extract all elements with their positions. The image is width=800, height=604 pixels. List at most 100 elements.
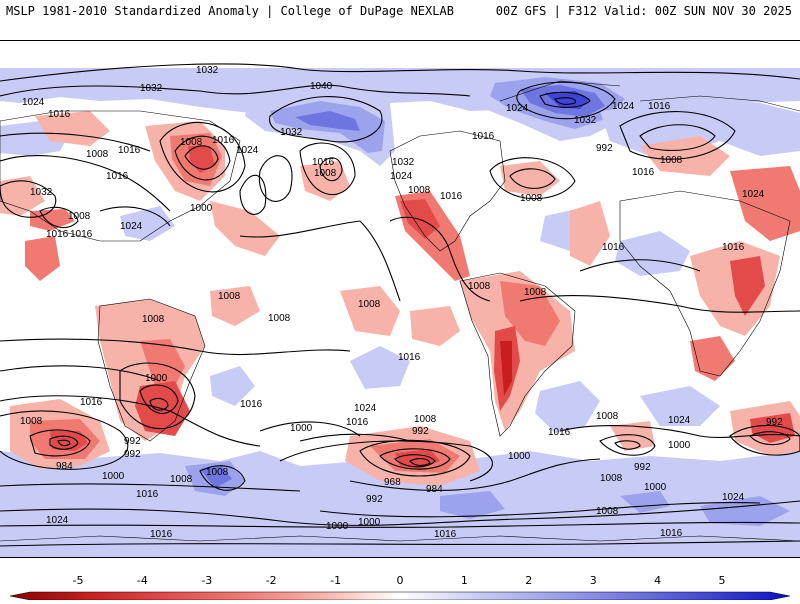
colorbar-tick-label: 5 [719,574,726,587]
isobar-label: 1016 [632,167,655,178]
isobar-label: 1016 [722,242,745,253]
isobar-label: 1008 [218,291,241,302]
isobar-label: 1040 [310,81,333,92]
isobar-label: 1008 [600,473,623,484]
isobar-label: 1000 [358,517,381,528]
isobar-label: 1016 [398,352,421,363]
isobar-label: 1008 [596,506,619,517]
isobar-label: 1016 [136,489,159,500]
isobar-label: 1024 [22,97,45,108]
isobar-label: 1008 [206,467,229,478]
isobar-label: 1024 [722,492,745,503]
isobar-label: 1008 [180,137,203,148]
isobar-label: 1032 [574,115,597,126]
isobar-label: 1016 [648,101,671,112]
isobar-label: 1008 [468,281,491,292]
isobar-label: 1032 [196,65,219,76]
isobar-label: 1024 [236,145,259,156]
isobar-label: 1008 [170,474,193,485]
isobar-label: 992 [412,426,429,437]
isobar-label: 1016 [602,242,625,253]
isobar-label: 992 [124,436,141,447]
colorbar-tick-label: -2 [266,574,277,587]
anomaly-map: 1032 1032 1024 1016 1040 1032 1024 1032 … [0,40,800,558]
isobar-label: 1024 [390,171,413,182]
isobar-label: 1008 [660,155,683,166]
isobar-label: 1008 [596,411,619,422]
isobar-label: 1016 [46,229,69,240]
isobar-label: 1016 [70,229,93,240]
isobar-label: 1016 [346,417,369,428]
colorbar-tick-label: 3 [590,574,597,587]
colorbar-tick-label: -5 [73,574,84,587]
isobar-label: 1016 [660,528,683,539]
colorbar-ticks: -5 -4 -3 -2 -1 0 1 2 3 4 5 [73,574,726,587]
isobar-label: 1016 [48,109,71,120]
isobar-label: 1016 [80,397,103,408]
isobar-label: 1024 [668,415,691,426]
isobar-contours [0,63,800,547]
isobar-label: 1016 [240,399,263,410]
isobar-label: 1008 [68,211,91,222]
isobar-label: 1008 [524,287,547,298]
isobar-label: 968 [384,477,401,488]
coastlines [0,80,800,542]
isobar-label: 992 [766,417,783,428]
isobar-label: 1016 [212,135,235,146]
map-canvas: 1032 1032 1024 1016 1040 1032 1024 1032 … [0,63,800,557]
isobar-label: 1016 [472,131,495,142]
isobar-label: 992 [634,462,651,473]
isobar-label: 1000 [145,373,168,384]
isobar-label: 1016 [106,171,129,182]
isobar-label: 992 [366,494,383,505]
isobar-label: 1008 [314,168,337,179]
isobar-label: 984 [56,461,73,472]
isobar-label: 1032 [392,157,415,168]
isobar-label: 1008 [414,414,437,425]
isobar-label: 984 [426,484,443,495]
colorbar-tick-label: 2 [525,574,532,587]
isobar-label: 1008 [268,313,291,324]
colorbar-gradient [9,591,791,601]
isobar-label: 1016 [434,529,457,540]
isobar-label: 1008 [408,185,431,196]
colorbar-tick-label: 4 [654,574,661,587]
colorbar: -5 -4 -3 -2 -1 0 1 2 3 4 5 [0,560,800,601]
colorbar-tick-label: -1 [330,574,341,587]
map-title: MSLP 1981-2010 Standardized Anomaly | Co… [6,4,454,18]
isobar-label: 1016 [440,191,463,202]
isobar-label: 1008 [358,299,381,310]
isobar-label: 1016 [548,427,571,438]
isobar-label: 1016 [312,157,335,168]
colorbar-tick-label: 1 [461,574,468,587]
isobar-label: 1008 [520,193,543,204]
colorbar-tick-label: -3 [201,574,212,587]
isobar-label: 1000 [326,521,349,532]
isobar-label: 1024 [120,221,143,232]
isobar-label: 1016 [118,145,141,156]
isobar-label: 1024 [46,515,69,526]
positive-anomaly-fill [0,68,800,557]
colorbar-canvas: -5 -4 -3 -2 -1 0 1 2 3 4 5 [9,574,791,601]
model-valid-time: 00Z GFS | F312 Valid: 00Z SUN NOV 30 202… [495,4,792,18]
isobar-label: 1008 [142,314,165,325]
isobar-label: 1032 [280,127,303,138]
isobar-label: 1008 [86,149,109,160]
isobar-label: 1000 [644,482,667,493]
isobar-label: 992 [596,143,613,154]
isobar-label: 1008 [20,416,43,427]
isobar-label: 1016 [150,529,173,540]
isobar-label: 1000 [190,203,213,214]
isobar-label: 1024 [506,103,529,114]
negative-anomaly-fill [0,111,800,486]
isobar-label: 1000 [508,451,531,462]
isobar-label: 1024 [354,403,377,414]
colorbar-tick-label: 0 [397,574,404,587]
isobar-label: 1032 [30,187,53,198]
isobar-label: 1000 [668,440,691,451]
isobar-labels: 1032 1032 1024 1016 1040 1032 1024 1032 … [20,65,783,540]
isobar-label: 992 [124,449,141,460]
isobar-label: 1000 [290,423,313,434]
colorbar-tick-label: -4 [137,574,148,587]
isobar-label: 1032 [140,83,163,94]
